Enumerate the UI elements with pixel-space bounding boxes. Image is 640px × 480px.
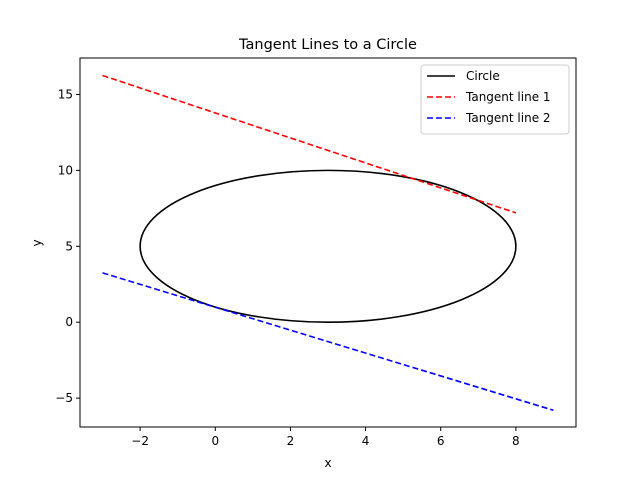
y-axis: −5 0 5 10 15: [55, 87, 80, 405]
x-axis: −2 0 2 4 6 8: [131, 427, 520, 448]
x-tick-label: 4: [362, 434, 370, 448]
x-axis-label: x: [324, 456, 331, 470]
legend-label: Tangent line 1: [465, 90, 551, 104]
legend-label: Circle: [466, 69, 500, 83]
y-tick-label: 0: [65, 315, 73, 329]
series-tangent-line-2: [102, 272, 554, 412]
chart-title: Tangent Lines to a Circle: [238, 37, 417, 53]
y-tick-label: 15: [58, 87, 73, 101]
legend-frame: [420, 64, 570, 135]
series-circle: [139, 169, 517, 324]
legend: Circle Tangent line 1 Tangent line 2: [420, 64, 570, 135]
x-tick-label: 6: [437, 434, 445, 448]
plot-area: [102, 74, 554, 412]
series-tangent-line-1: [102, 74, 517, 214]
y-axis-label: y: [30, 239, 44, 246]
y-tick-label: 10: [58, 163, 73, 177]
x-tick-label: 2: [287, 434, 295, 448]
y-tick-label: −5: [55, 391, 73, 405]
x-tick-label: −2: [131, 434, 149, 448]
x-tick-label: 0: [211, 434, 219, 448]
x-tick-label: 8: [512, 434, 520, 448]
axes-frame: [79, 57, 577, 428]
legend-label: Tangent line 2: [465, 111, 551, 125]
y-tick-label: 5: [65, 239, 73, 253]
